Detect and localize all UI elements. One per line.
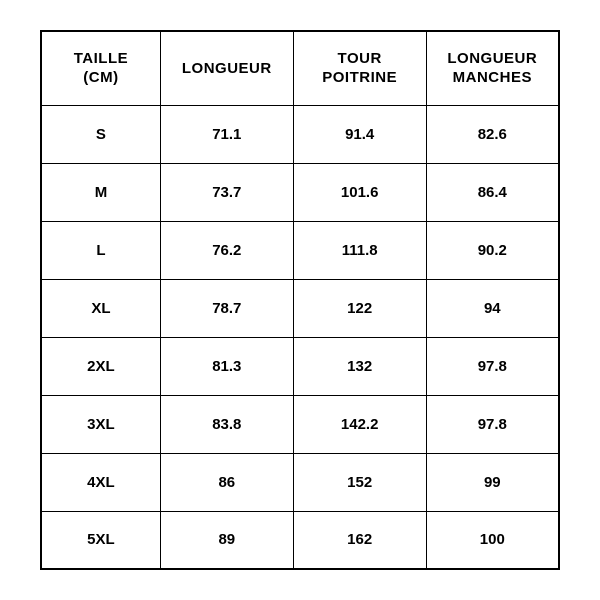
cell-chest: 91.4 (293, 105, 426, 163)
table-row: L 76.2 111.8 90.2 (41, 221, 559, 279)
cell-size: XL (41, 279, 160, 337)
table-row: 4XL 86 152 99 (41, 453, 559, 511)
header-sleeve: LONGUEUR MANCHES (426, 31, 559, 105)
cell-chest: 111.8 (293, 221, 426, 279)
table-header-row: TAILLE (CM) LONGUEUR TOUR POITRINE LONGU… (41, 31, 559, 105)
header-label-line1: LONGUEUR (182, 60, 272, 77)
table-row: 3XL 83.8 142.2 97.8 (41, 395, 559, 453)
cell-size: 5XL (41, 511, 160, 569)
cell-sleeve: 90.2 (426, 221, 559, 279)
cell-chest: 101.6 (293, 163, 426, 221)
cell-chest: 132 (293, 337, 426, 395)
cell-length: 81.3 (160, 337, 293, 395)
header-label-line2: MANCHES (453, 69, 532, 86)
cell-sleeve: 86.4 (426, 163, 559, 221)
cell-chest: 122 (293, 279, 426, 337)
cell-size: M (41, 163, 160, 221)
header-label-line1: LONGUEUR (447, 50, 537, 67)
cell-sleeve: 82.6 (426, 105, 559, 163)
cell-sleeve: 97.8 (426, 395, 559, 453)
table-row: S 71.1 91.4 82.6 (41, 105, 559, 163)
cell-chest: 152 (293, 453, 426, 511)
table-body: S 71.1 91.4 82.6 M 73.7 101.6 86.4 L 76.… (41, 105, 559, 569)
table-row: 5XL 89 162 100 (41, 511, 559, 569)
table-row: 2XL 81.3 132 97.8 (41, 337, 559, 395)
cell-chest: 142.2 (293, 395, 426, 453)
cell-sleeve: 94 (426, 279, 559, 337)
size-chart-table: TAILLE (CM) LONGUEUR TOUR POITRINE LONGU… (40, 30, 560, 570)
cell-length: 89 (160, 511, 293, 569)
header-label-line2: POITRINE (322, 69, 397, 86)
cell-length: 73.7 (160, 163, 293, 221)
header-label-line1: TOUR (338, 50, 382, 67)
header-size: TAILLE (CM) (41, 31, 160, 105)
cell-length: 86 (160, 453, 293, 511)
cell-sleeve: 100 (426, 511, 559, 569)
header-label-line1: TAILLE (74, 50, 128, 67)
cell-size: S (41, 105, 160, 163)
header-length: LONGUEUR (160, 31, 293, 105)
cell-length: 78.7 (160, 279, 293, 337)
cell-chest: 162 (293, 511, 426, 569)
header-label-line2: (CM) (83, 69, 118, 86)
cell-size: 4XL (41, 453, 160, 511)
cell-length: 83.8 (160, 395, 293, 453)
cell-length: 76.2 (160, 221, 293, 279)
cell-length: 71.1 (160, 105, 293, 163)
cell-size: 3XL (41, 395, 160, 453)
table-row: XL 78.7 122 94 (41, 279, 559, 337)
cell-size: L (41, 221, 160, 279)
cell-sleeve: 99 (426, 453, 559, 511)
cell-sleeve: 97.8 (426, 337, 559, 395)
cell-size: 2XL (41, 337, 160, 395)
header-chest: TOUR POITRINE (293, 31, 426, 105)
table-row: M 73.7 101.6 86.4 (41, 163, 559, 221)
size-chart-container: TAILLE (CM) LONGUEUR TOUR POITRINE LONGU… (40, 30, 560, 570)
